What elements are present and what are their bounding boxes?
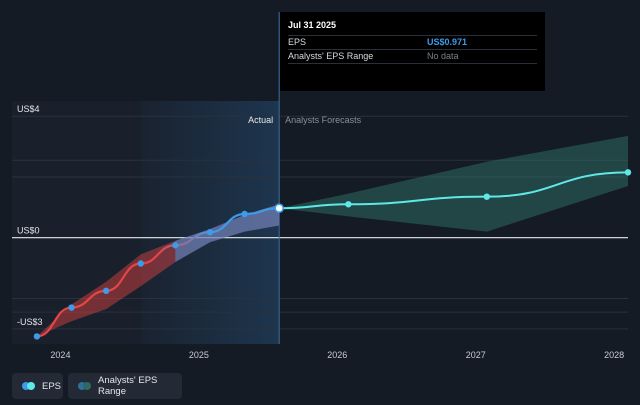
tooltip-eps-value: US$0.971 <box>427 37 468 47</box>
x-tick-label: 2025 <box>189 350 209 360</box>
tooltip: Jul 31 2025 EPS US$0.971 Analysts' EPS R… <box>280 12 545 91</box>
x-tick-label: 2028 <box>604 350 624 360</box>
eps-current-point <box>274 203 284 213</box>
y-tick-label: -US$3 <box>17 317 43 327</box>
eps-forecast-line <box>279 171 629 210</box>
x-tick-label: 2026 <box>327 350 347 360</box>
tooltip-range-label: Analysts' EPS Range <box>288 51 374 61</box>
forecast-point <box>345 201 352 208</box>
y-tick-label: US$0 <box>17 226 40 236</box>
legend-eps-toggle[interactable]: EPS <box>12 373 63 399</box>
eps-point <box>172 242 179 249</box>
eps-point <box>68 304 75 311</box>
eps-point <box>137 260 144 267</box>
eps-legend-icon <box>22 382 35 390</box>
legend-range-toggle[interactable]: Analysts' EPS Range <box>68 373 182 399</box>
forecast-point <box>483 193 491 200</box>
y-tick-label: US$4 <box>17 104 40 114</box>
range-band-actual-recent <box>175 204 280 262</box>
tooltip-date: Jul 31 2025 <box>288 19 537 36</box>
x-tick-label: 2027 <box>466 350 486 360</box>
eps-point <box>241 210 248 218</box>
forecast-point <box>624 169 632 176</box>
range-band-forecast <box>279 135 628 232</box>
eps-point <box>206 229 214 236</box>
range-legend-icon <box>78 382 91 390</box>
tooltip-eps-label: EPS <box>288 37 307 47</box>
x-tick-label: 2024 <box>50 350 70 360</box>
eps-point <box>102 287 110 295</box>
past-region <box>12 101 141 344</box>
eps-point <box>33 333 41 340</box>
forecast-label: Analysts Forecasts <box>285 115 362 125</box>
tooltip-range-value: No data <box>427 51 459 61</box>
tooltip-row-range: Analysts' EPS Range No data <box>288 50 537 64</box>
eps-actual-line <box>36 207 280 338</box>
tooltip-row-eps: EPS US$0.971 <box>288 36 537 50</box>
actual-label: Actual <box>248 115 273 125</box>
legend-eps-label: EPS <box>42 380 62 392</box>
legend-range-label: Analysts' EPS Range <box>98 375 158 397</box>
